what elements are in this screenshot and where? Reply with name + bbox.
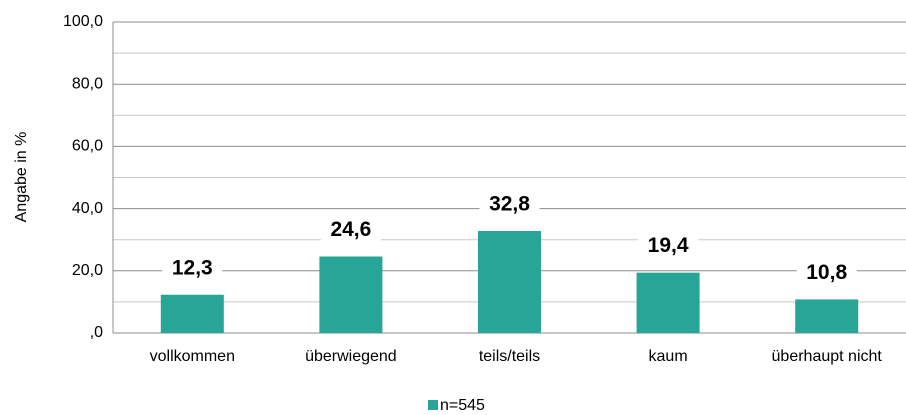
bar [636, 272, 700, 333]
value-label-bg [162, 254, 223, 283]
bar [160, 294, 224, 333]
x-tick-label: überwiegend [305, 348, 397, 365]
legend-label: n=545 [440, 397, 485, 414]
bar [795, 299, 859, 333]
value-label: 32,8 [489, 193, 530, 216]
bar [319, 256, 383, 333]
x-tick-label: vollkommen [150, 348, 235, 365]
value-label: 12,3 [172, 256, 213, 279]
value-label-bg [320, 216, 381, 245]
value-label: 10,8 [806, 261, 847, 284]
legend-swatch [428, 400, 438, 410]
y-tick-label: 20,0 [72, 262, 103, 279]
y-tick-label: 60,0 [72, 138, 103, 155]
value-label-bg [796, 259, 857, 288]
x-tick-label: teils/teils [479, 348, 540, 365]
value-label-bg [479, 190, 540, 219]
value-label-bg [638, 232, 699, 261]
value-label: 24,6 [330, 218, 371, 241]
bar [478, 230, 541, 333]
y-axis-label: Angabe in % [13, 132, 30, 223]
value-label: 19,4 [648, 234, 689, 257]
x-tick-label: kaum [649, 348, 688, 365]
y-tick-label: 40,0 [72, 200, 103, 217]
y-tick-label: ,0 [90, 324, 103, 341]
x-tick-label: überhaupt nicht [772, 348, 883, 365]
y-tick-label: 100,0 [63, 13, 103, 30]
y-tick-label: 80,0 [72, 75, 103, 92]
